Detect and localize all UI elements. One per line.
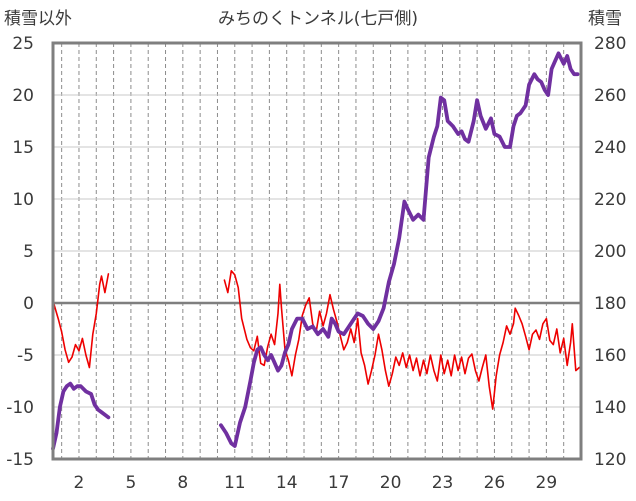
y-right-tick-label: 260 bbox=[594, 86, 626, 106]
left-axis-title: 積雪以外 bbox=[4, 9, 72, 29]
x-tick-label: 26 bbox=[484, 473, 506, 493]
x-tick-label: 5 bbox=[125, 473, 136, 493]
x-tick-label: 14 bbox=[276, 473, 298, 493]
y-left-tick-label: 15 bbox=[12, 138, 34, 158]
x-tick-label: 8 bbox=[177, 473, 188, 493]
x-tick-label: 23 bbox=[432, 473, 454, 493]
y-left-tick-label: 0 bbox=[23, 294, 34, 314]
y-left-tick-label: -15 bbox=[6, 450, 34, 470]
y-right-tick-label: 160 bbox=[594, 346, 626, 366]
y-left-tick-label: -10 bbox=[6, 398, 34, 418]
y-right-tick-label: 280 bbox=[594, 34, 626, 54]
y-right-tick-label: 180 bbox=[594, 294, 626, 314]
y-right-tick-label: 200 bbox=[594, 242, 626, 262]
y-right-tick-label: 240 bbox=[594, 138, 626, 158]
x-tick-label: 17 bbox=[328, 473, 350, 493]
series-line-snow bbox=[51, 381, 111, 451]
chart-title: みちのくトンネル(七戸側) bbox=[218, 9, 418, 29]
series-line-other bbox=[52, 273, 110, 369]
x-tick-label: 11 bbox=[224, 473, 246, 493]
x-tick-label: 29 bbox=[536, 473, 558, 493]
y-left-tick-label: 5 bbox=[23, 242, 34, 262]
x-tick-label: 20 bbox=[380, 473, 402, 493]
y-left-tick-label: 25 bbox=[12, 34, 34, 54]
y-right-tick-label: 220 bbox=[594, 190, 626, 210]
series-line-other bbox=[223, 270, 581, 410]
plot-frame bbox=[51, 41, 583, 461]
y-left-tick-label: 10 bbox=[12, 190, 34, 210]
y-left-tick-label: 20 bbox=[12, 86, 34, 106]
series-line-snow bbox=[219, 51, 580, 448]
x-tick-label: 2 bbox=[74, 473, 85, 493]
right-axis-title: 積雪 bbox=[588, 9, 622, 29]
y-right-tick-label: 120 bbox=[594, 450, 626, 470]
y-right-tick-label: 140 bbox=[594, 398, 626, 418]
y-left-tick-label: -5 bbox=[17, 346, 34, 366]
